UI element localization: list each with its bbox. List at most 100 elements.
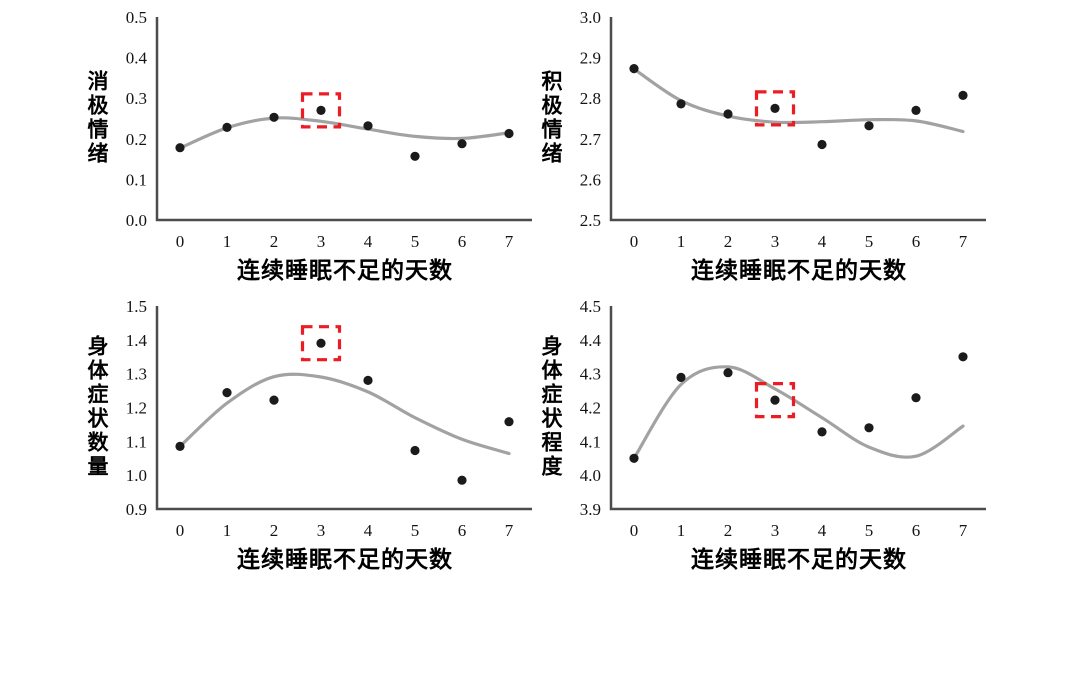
chart-physical-symptom-count: 身体症状数量 0.9 1.0 1.1 1.2 1.3 1.4 1.5 0 1 2 3 4 5 6 7 连续睡… — [55, 297, 575, 589]
data-point-5 — [864, 121, 874, 131]
y-axis-title: 积极情绪 — [539, 70, 562, 166]
x-tick-label: 7 — [959, 232, 968, 251]
x-tick-label: 1 — [677, 521, 686, 540]
x-axis-title: 连续睡眠不足的天数 — [691, 257, 907, 283]
y-tick-label: 1.4 — [126, 331, 148, 350]
axes — [609, 17, 986, 222]
data-point-6 — [911, 393, 921, 403]
x-axis-title: 连续睡眠不足的天数 — [237, 257, 453, 283]
y-tick-label: 2.8 — [580, 89, 601, 108]
chart-negative-emotion: 消极情绪 0.0 0.1 0.2 0.3 0.4 0.5 0 1 2 3 4 5 6 7 连续睡眠不足的天… — [55, 8, 575, 300]
data-point-6 — [911, 105, 921, 115]
data-point-5 — [410, 151, 420, 161]
data-point-6 — [457, 475, 467, 485]
y-tick-label: 0.4 — [126, 49, 148, 68]
data-point-1 — [676, 372, 686, 382]
data-point-2 — [269, 112, 279, 122]
x-tick-label: 2 — [270, 521, 279, 540]
y-tick-label: 1.1 — [126, 432, 147, 451]
chart-positive-emotion: 积极情绪 2.5 2.6 2.7 2.8 2.9 3.0 0 1 2 3 4 5 6 7 连续睡眠不足的天… — [509, 8, 1029, 300]
x-tick-label: 6 — [912, 232, 921, 251]
y-tick-label: 2.5 — [580, 211, 601, 230]
data-point-0 — [629, 453, 639, 463]
y-axis-title: 身体症状程度 — [539, 335, 562, 479]
x-tick-label: 2 — [724, 521, 733, 540]
x-tick-label: 7 — [959, 521, 968, 540]
x-tick-label: 6 — [458, 521, 467, 540]
x-tick-label: 3 — [771, 232, 780, 251]
data-point-3 — [770, 395, 780, 405]
data-point-4 — [817, 139, 827, 150]
y-axis-title: 消极情绪 — [85, 70, 108, 166]
x-tick-label: 4 — [364, 232, 373, 251]
data-point-3 — [316, 338, 326, 348]
x-tick-label: 3 — [317, 521, 326, 540]
data-point-1 — [222, 388, 232, 398]
y-tick-label: 1.5 — [126, 297, 147, 316]
y-tick-label: 3.0 — [580, 8, 601, 27]
plot-area: 2.5 2.6 2.7 2.8 2.9 3.0 0 1 2 3 4 5 6 7 — [580, 8, 986, 251]
y-tick-label: 0.2 — [126, 130, 147, 149]
data-point-7 — [504, 417, 514, 427]
plot-area: 0.0 0.1 0.2 0.3 0.4 0.5 0 1 2 3 4 5 6 7 — [126, 8, 532, 251]
x-tick-label: 4 — [818, 232, 827, 251]
y-tick-label: 1.3 — [126, 365, 147, 384]
y-tick-label: 4.0 — [580, 466, 601, 485]
axes — [609, 306, 986, 511]
y-tick-label: 3.9 — [580, 500, 601, 519]
data-point-3 — [316, 105, 326, 115]
y-tick-label: 2.7 — [580, 130, 602, 149]
x-tick-label: 5 — [411, 232, 420, 251]
axes — [155, 17, 532, 222]
highlight-box — [754, 381, 796, 419]
highlight-box — [300, 92, 342, 129]
y-tick-label: 4.1 — [580, 432, 601, 451]
y-tick-label: 2.9 — [580, 49, 601, 68]
x-tick-label: 2 — [724, 232, 733, 251]
data-point-1 — [676, 99, 686, 109]
y-tick-label: 4.4 — [580, 331, 602, 350]
data-point-4 — [363, 121, 373, 131]
x-tick-label: 1 — [677, 232, 686, 251]
x-tick-label: 4 — [818, 521, 827, 540]
fit-line — [178, 372, 511, 456]
data-point-4 — [363, 375, 373, 385]
y-tick-label: 0.1 — [126, 170, 147, 189]
x-tick-label: 0 — [176, 521, 185, 540]
x-tick-label: 7 — [505, 521, 514, 540]
axes — [155, 306, 532, 511]
data-point-7 — [504, 128, 514, 139]
data-point-1 — [222, 122, 232, 132]
data-point-0 — [175, 143, 185, 153]
data-point-2 — [723, 368, 733, 378]
y-tick-label: 4.3 — [580, 365, 601, 384]
plot-area: 3.9 4.0 4.1 4.2 4.3 4.4 4.5 0 1 2 3 4 5 6 7 — [580, 297, 986, 540]
y-tick-label: 2.6 — [580, 170, 601, 189]
x-tick-label: 6 — [912, 521, 921, 540]
x-axis-title: 连续睡眠不足的天数 — [691, 546, 907, 572]
x-tick-label: 0 — [176, 232, 185, 251]
x-tick-label: 5 — [865, 232, 874, 251]
y-tick-label: 0.0 — [126, 211, 147, 230]
x-tick-label: 3 — [771, 521, 780, 540]
y-tick-label: 1.0 — [126, 466, 147, 485]
y-tick-label: 4.2 — [580, 399, 601, 418]
y-tick-label: 0.5 — [126, 8, 147, 27]
y-axis-title: 身体症状数量 — [85, 335, 108, 479]
data-point-5 — [410, 445, 420, 456]
y-tick-label: 0.9 — [126, 500, 147, 519]
x-tick-label: 0 — [630, 232, 639, 251]
y-tick-label: 1.2 — [126, 399, 147, 418]
x-tick-label: 0 — [630, 521, 639, 540]
x-tick-label: 1 — [223, 521, 232, 540]
chart-physical-symptom-severity: 身体症状程度 3.9 4.0 4.1 4.2 4.3 4.4 4.5 0 1 2 3 4 5 6 7 连续睡… — [509, 297, 1029, 589]
highlight-box — [300, 325, 342, 362]
x-tick-label: 2 — [270, 232, 279, 251]
data-point-0 — [175, 441, 185, 451]
data-point-7 — [958, 352, 968, 362]
data-point-7 — [958, 90, 968, 100]
x-tick-label: 6 — [458, 232, 467, 251]
x-tick-label: 7 — [505, 232, 514, 251]
data-point-5 — [864, 423, 874, 433]
